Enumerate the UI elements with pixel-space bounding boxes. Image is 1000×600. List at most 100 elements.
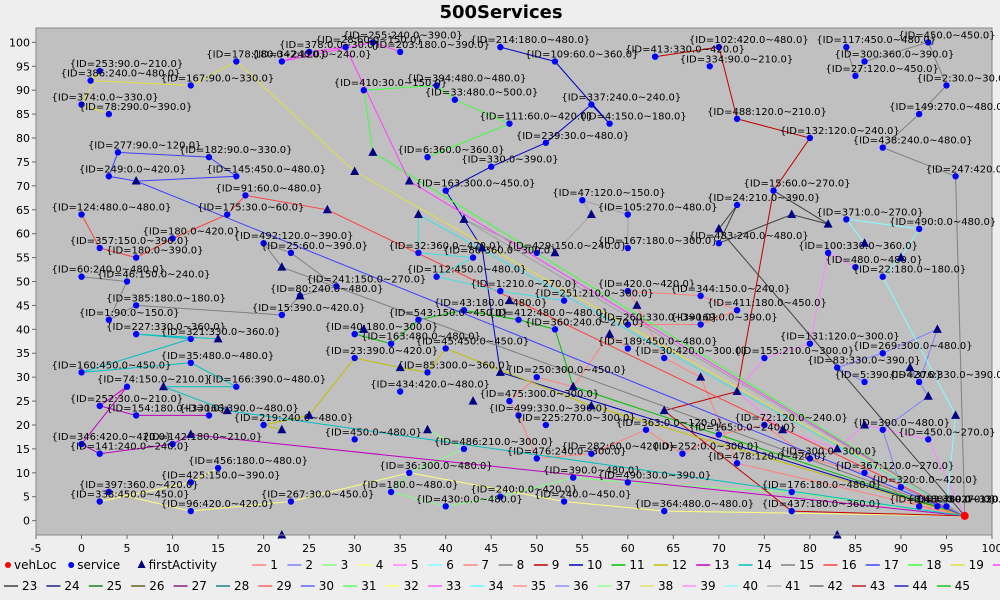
first-activity-marker <box>605 329 615 338</box>
legend-label: 19 <box>969 558 984 572</box>
service-point <box>925 39 932 46</box>
service-label: {ID=27:120.0~450.0} <box>825 64 938 75</box>
service-point <box>469 254 477 261</box>
service-label: {ID=111:60.0~420.0} <box>479 112 592 123</box>
route-22 <box>463 199 965 517</box>
legend-label: 37 <box>616 579 631 593</box>
service-label: {ID=378:0.0~30.0} <box>279 40 380 51</box>
service-label: {ID=249:0.0~420.0} <box>79 164 186 175</box>
service-label: {ID=475:300.0~300.0} <box>479 389 599 400</box>
service-point <box>96 67 103 75</box>
legend-label: 14 <box>757 558 772 572</box>
service-point <box>533 455 540 462</box>
legend-label: 4 <box>376 558 384 572</box>
service-point <box>433 82 440 89</box>
x-tick-label: 15 <box>211 542 225 555</box>
service-point <box>96 498 103 505</box>
first-activity-marker <box>586 209 596 219</box>
legend-label: firstActivity <box>149 558 217 572</box>
service-label: {ID=30:420.0~300.0} <box>634 346 747 357</box>
first-activity-marker <box>951 410 961 419</box>
legend-label: 8 <box>517 558 525 572</box>
first-activity-marker <box>932 324 942 333</box>
legend-marker <box>5 562 11 568</box>
service-label: {ID=255:240.0~390.0} <box>343 30 463 41</box>
x-tick-label: 40 <box>439 542 453 555</box>
first-activity-marker <box>468 396 478 405</box>
service-point <box>588 450 595 457</box>
service-point <box>78 440 85 448</box>
service-point <box>733 115 741 123</box>
service-label: {ID=15:60.0~270.0} <box>743 179 850 190</box>
service-point <box>187 507 194 515</box>
first-activity-marker <box>568 381 578 391</box>
service-point <box>214 464 222 472</box>
first-activity-marker <box>186 429 196 439</box>
service-label: {ID=149:270.0~480.0} <box>889 102 1000 113</box>
service-label: {ID=376:330.0~390.0} <box>889 370 1000 381</box>
first-activity-marker <box>550 247 560 257</box>
service-label: {ID=277:90.0~120.0} <box>88 140 201 151</box>
service-label: {ID=386:240.0~480.0} <box>61 69 181 80</box>
service-point <box>433 273 440 280</box>
service-label: {ID=429:150.0~240.0} <box>507 241 627 252</box>
x-tick-label: 20 <box>257 542 271 555</box>
service-label: {ID=176:180.0~480.0} <box>762 480 882 491</box>
legend-label: 45 <box>955 579 970 593</box>
service-point <box>542 139 550 146</box>
y-tick-label: 40 <box>16 323 30 336</box>
service-point <box>925 436 932 443</box>
service-label: {ID=251:210.0~360.0} <box>534 289 654 300</box>
service-label: {ID=86:360.0~300.0} <box>443 246 556 257</box>
service-label: {ID=483:240.0~480.0} <box>689 231 809 242</box>
x-tick-label: 50 <box>530 542 544 555</box>
service-point <box>943 82 950 89</box>
service-label: {ID=155:210.0~300.0} <box>734 346 854 357</box>
first-activity-marker <box>277 262 287 271</box>
x-tick-label: 95 <box>939 542 953 555</box>
service-label: {ID=397:360.0~420.0} <box>79 480 199 491</box>
service-label: {ID=74:150.0~210.0} <box>97 375 210 386</box>
service-point <box>624 211 632 218</box>
legend-label: 23 <box>22 579 37 593</box>
service-point <box>624 345 632 352</box>
service-point <box>661 354 668 362</box>
service-point <box>169 440 176 448</box>
first-activity-marker <box>905 362 915 372</box>
service-point <box>551 326 559 333</box>
service-label: {ID=100:330.0~360.0} <box>798 241 918 252</box>
service-point <box>132 330 140 338</box>
service-label: {ID=141:240.0~240.0} <box>70 442 190 453</box>
service-label: {ID=35:480.0~480.0} <box>161 351 274 362</box>
service-point <box>96 402 103 410</box>
first-activity-marker <box>277 530 287 539</box>
service-label: {ID=145:450.0~480.0} <box>206 164 326 175</box>
service-label: {ID=83:330.0~390.0} <box>807 356 920 367</box>
x-tick-label: 30 <box>348 542 362 555</box>
service-point <box>105 488 113 496</box>
service-label: {ID=488:120.0~210.0} <box>707 107 827 118</box>
x-tick-label: 75 <box>757 542 771 555</box>
service-point <box>943 503 950 510</box>
service-label: {ID=240.0~450.0} <box>534 490 631 501</box>
first-activity-marker <box>477 243 487 252</box>
route-19 <box>80 60 965 517</box>
service-point <box>233 173 240 180</box>
first-activity-marker <box>131 176 141 185</box>
service-point <box>852 72 859 80</box>
first-activity-marker <box>277 424 287 434</box>
x-tick-label: 25 <box>302 542 316 555</box>
y-tick-label: 10 <box>16 467 30 480</box>
legend-label: 3 <box>341 558 349 572</box>
legend-label: service <box>77 558 120 572</box>
service-point <box>78 101 85 108</box>
service-label: {ID=374:0.0~330.0} <box>52 93 159 104</box>
x-tick-label: 65 <box>666 542 680 555</box>
service-point <box>451 96 459 103</box>
service-point <box>506 120 513 127</box>
service-label: {ID=241:150.0~270.0} <box>306 274 426 285</box>
y-axis: 0 5 10 15 20 25 30 35 40 45 50 55 60 65 70 75 80 85 90 95 10… <box>9 28 37 535</box>
service-label: {ID=182:90.0~330.0} <box>179 145 292 156</box>
first-activity-marker <box>632 300 642 309</box>
legend-label: 15 <box>799 558 814 572</box>
